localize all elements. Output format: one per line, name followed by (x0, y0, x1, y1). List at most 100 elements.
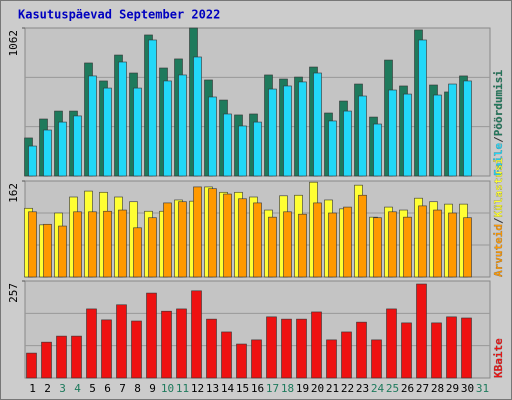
bar (253, 202, 262, 278)
bar (388, 211, 397, 278)
bar (298, 81, 307, 177)
bar (328, 212, 337, 278)
chart-title: Kasutuspäevad September 2022 (18, 8, 220, 22)
legend-entry: Arvuteid (492, 224, 505, 277)
bar (148, 39, 157, 177)
bar (251, 339, 262, 379)
bar (73, 115, 82, 177)
y-tick-label: 257 (7, 283, 20, 303)
bar (28, 211, 37, 278)
legend: Arvuteid/Külastusi (492, 157, 505, 277)
legend-entry: Külastusi (492, 157, 505, 217)
bar (163, 202, 172, 278)
bar (448, 83, 457, 177)
bar (358, 95, 367, 177)
x-tick-label: 17 (266, 382, 279, 395)
bar (418, 39, 427, 177)
bar (326, 339, 337, 379)
x-tick-label: 7 (119, 382, 126, 395)
bar (191, 290, 202, 379)
bar (101, 319, 112, 379)
bar (431, 322, 442, 379)
bar (403, 93, 412, 177)
x-tick-label: 27 (416, 382, 429, 395)
bar (463, 217, 472, 278)
x-tick-label: 24 (371, 382, 385, 395)
bar (238, 198, 247, 278)
x-tick-label: 15 (236, 382, 249, 395)
bar (401, 322, 412, 379)
bar (193, 56, 202, 177)
bar (43, 223, 52, 278)
bar (73, 211, 82, 278)
bar (328, 120, 337, 177)
bar (253, 121, 262, 177)
legend-separator: / (492, 136, 505, 143)
bar (268, 216, 277, 278)
legend: KBaite (492, 338, 505, 378)
bar (238, 125, 247, 177)
bar (133, 87, 142, 177)
x-tick-label: 18 (281, 382, 294, 395)
bar (223, 113, 232, 177)
x-tick-label: 8 (134, 382, 141, 395)
x-tick-label: 13 (206, 382, 219, 395)
bar (56, 335, 67, 379)
bar (373, 123, 382, 177)
x-tick-label: 2 (44, 382, 51, 395)
bar (206, 318, 217, 379)
bar (298, 213, 307, 278)
bar (463, 80, 472, 177)
y-tick-label: 162 (7, 183, 20, 203)
bar (386, 308, 397, 379)
legend: Faile/Pöördumisi (492, 70, 505, 176)
bar (373, 217, 382, 278)
x-tick-label: 25 (386, 382, 399, 395)
bar (41, 341, 52, 379)
bar (88, 211, 97, 278)
legend-entry: Faile (492, 143, 505, 176)
bar (71, 335, 82, 379)
x-tick-label: 6 (104, 382, 111, 395)
bar (266, 316, 277, 379)
bar (343, 110, 352, 177)
x-tick-label: 21 (326, 382, 339, 395)
x-tick-label: 12 (191, 382, 204, 395)
bar (58, 225, 67, 278)
legend-separator: / (492, 217, 505, 224)
x-tick-label: 10 (161, 382, 174, 395)
bar (311, 311, 322, 379)
bar (371, 339, 382, 379)
bar (178, 74, 187, 177)
x-tick-label: 1 (29, 382, 36, 395)
bar (148, 217, 157, 278)
bar (146, 292, 157, 379)
legend-entry: KBaite (492, 338, 505, 378)
y-tick-label: 1062 (7, 30, 20, 57)
bar (403, 216, 412, 278)
bar (88, 75, 97, 177)
bar (118, 61, 127, 177)
bar (448, 212, 457, 278)
x-tick-label: 5 (89, 382, 96, 395)
x-tick-label: 22 (341, 382, 354, 395)
legend-entry: Pöördumisi (492, 70, 505, 137)
bar (103, 210, 112, 278)
bar (418, 205, 427, 278)
bar (208, 188, 217, 278)
bar (356, 321, 367, 379)
bar (268, 88, 277, 177)
bar (236, 343, 247, 379)
bar (133, 227, 142, 278)
x-tick-label: 4 (74, 382, 81, 395)
x-tick-label: 28 (431, 382, 444, 395)
bar (281, 318, 292, 379)
x-tick-label: 14 (221, 382, 235, 395)
bar (28, 145, 37, 177)
bar (176, 308, 187, 379)
x-tick-label: 16 (251, 382, 264, 395)
x-tick-label: 19 (296, 382, 309, 395)
bar (433, 209, 442, 278)
bar (221, 331, 232, 379)
